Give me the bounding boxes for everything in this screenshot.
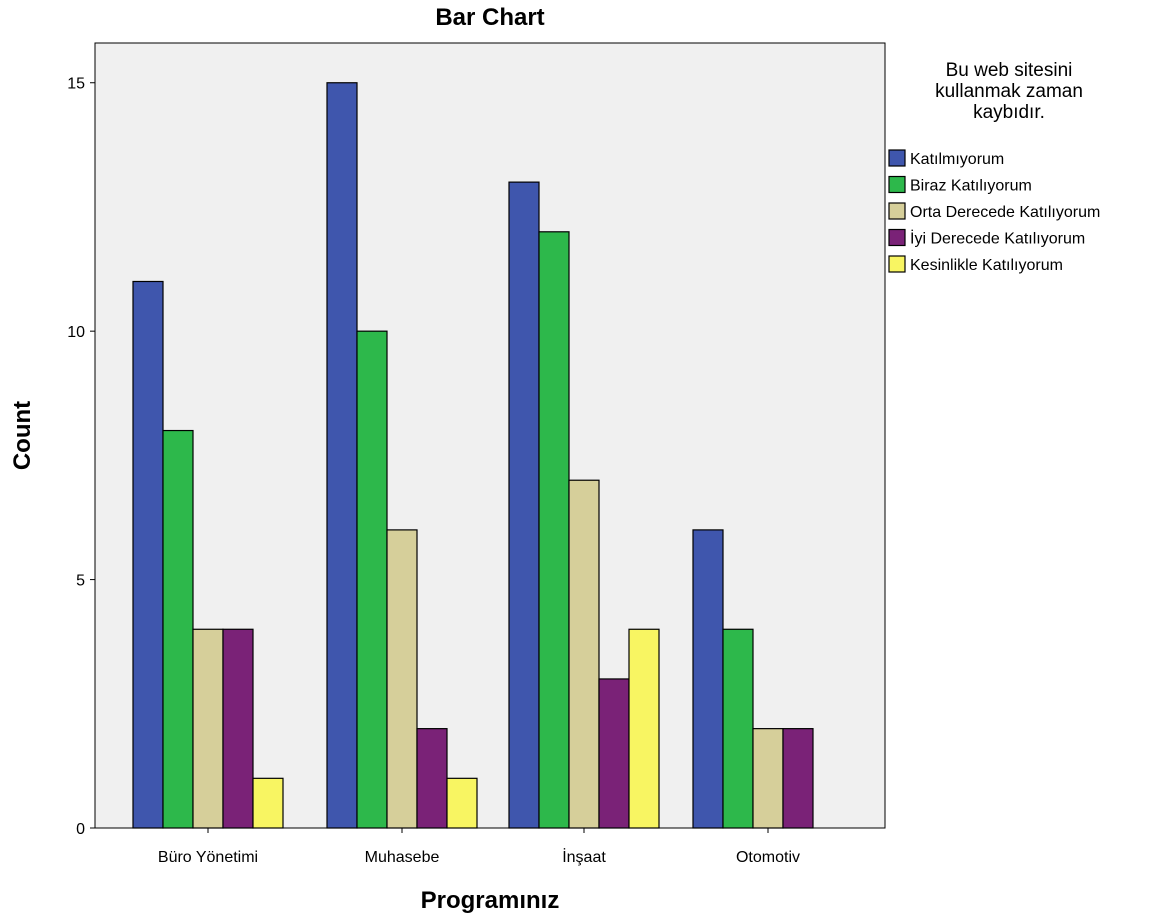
bar-2-0 (508, 181, 540, 829)
x-tick-label-1: Muhasebe (365, 849, 440, 866)
bar-1-4 (446, 777, 478, 829)
bar-0-1 (162, 429, 194, 829)
bar-3-0 (692, 529, 724, 829)
bar-0-3 (222, 628, 254, 829)
legend-label-4: Kesinlikle Katılıyorum (910, 257, 1063, 274)
bar-0-2 (192, 628, 224, 829)
bar-1-0 (326, 82, 358, 829)
bar-2-1 (538, 231, 570, 829)
legend-swatch-3 (888, 228, 906, 247)
y-tick-label-15: 15 (67, 76, 85, 93)
bar-3-3 (782, 728, 814, 829)
bar-1-3 (416, 728, 448, 829)
legend-swatch-2 (888, 202, 906, 220)
bar-1-1 (356, 330, 388, 829)
y-tick-label-10: 10 (67, 324, 85, 341)
legend-label-2: Orta Derecede Katılıyorum (910, 204, 1100, 221)
legend-swatch-4 (888, 255, 906, 273)
chart-title: Bar Chart (435, 4, 545, 31)
x-axis-title: Programınız (420, 887, 560, 914)
bar-1-2 (386, 529, 418, 829)
bar-0-4 (252, 777, 284, 829)
legend-label-0: Katılmıyorum (910, 151, 1004, 168)
bar-2-2 (568, 479, 600, 829)
y-axis-title: Count (9, 401, 36, 470)
bar-2-3 (598, 678, 630, 829)
x-tick-label-3: Otomotiv (736, 849, 800, 866)
legend-swatch-1 (888, 175, 906, 194)
y-tick-label-5: 5 (76, 573, 85, 590)
y-tick-label-0: 0 (76, 821, 85, 838)
x-tick-label-2: İnşaat (562, 847, 606, 866)
legend-swatch-0 (888, 149, 906, 167)
x-tick-label-0: Büro Yönetimi (158, 849, 258, 866)
legend-label-3: İyi Derecede Katılıyorum (910, 229, 1085, 248)
bar-3-2 (752, 728, 784, 829)
legend-title: Bu web sitesini kullanmak zaman kaybıdır… (935, 60, 1083, 123)
bar-0-0 (132, 280, 164, 829)
legend-label-1: Biraz Katılıyorum (910, 178, 1032, 195)
bar-2-4 (628, 628, 660, 829)
bar-3-1 (722, 628, 754, 829)
